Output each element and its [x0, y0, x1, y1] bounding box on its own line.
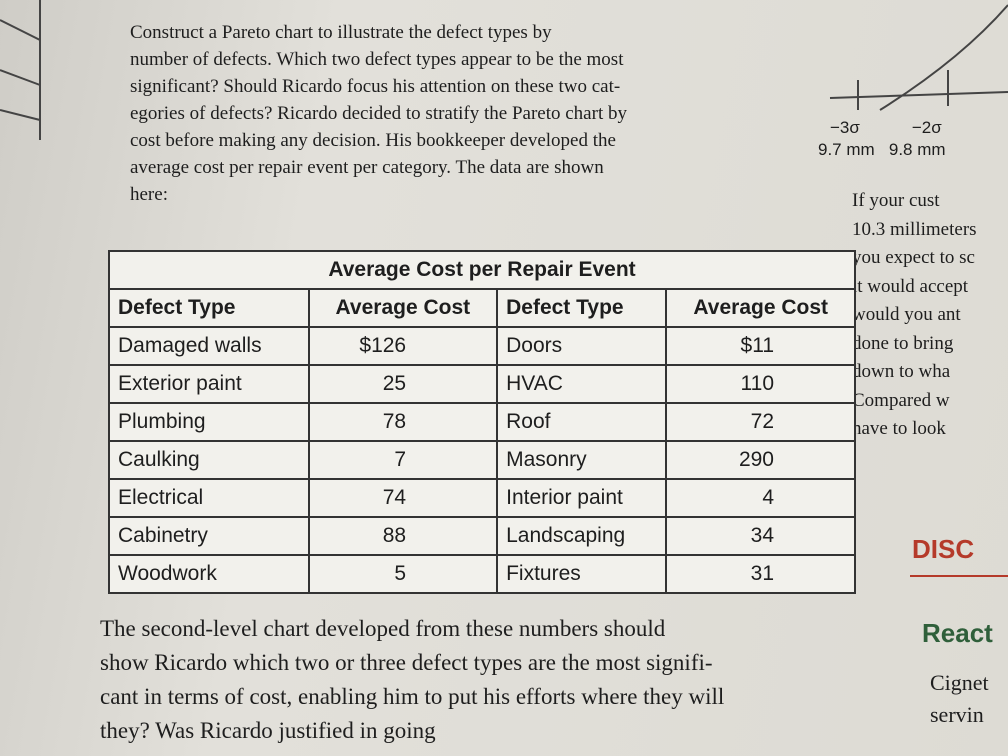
- text-line: Construct a Pareto chart to illustrate t…: [130, 22, 552, 43]
- cell: Plumbing: [108, 402, 310, 442]
- text-line: down to wha: [852, 361, 951, 382]
- sigma: −2σ: [911, 118, 942, 137]
- text-line: it would accept: [852, 275, 969, 297]
- text-line: significant? Should Ricardo focus his at…: [130, 76, 621, 97]
- cell: 25: [307, 364, 499, 404]
- table-row: Damaged walls $126 Doors $11: [108, 326, 856, 366]
- table-row: Plumbing 78 Roof 72: [108, 402, 856, 442]
- text-line: have to look: [852, 418, 946, 439]
- text-line: number of defects. Which two defect type…: [130, 49, 624, 70]
- text-line: here:: [130, 184, 168, 205]
- mm: 9.8 mm: [888, 140, 946, 159]
- cell: 31: [665, 554, 856, 594]
- cell: Interior paint: [496, 478, 668, 518]
- text-line: Cignet: [930, 670, 989, 695]
- text-line: Compared w: [852, 389, 950, 411]
- subheading: React: [922, 618, 993, 648]
- cell: Electrical: [108, 478, 310, 518]
- cell: 7: [307, 440, 499, 480]
- text-line: The second-level chart developed from th…: [100, 616, 666, 641]
- figure-value: 9.7 mm 9.8 mm: [818, 140, 946, 160]
- text-line: cant in terms of cost, enabling him to p…: [100, 684, 725, 709]
- cell: Woodwork: [108, 554, 310, 594]
- cell: 290: [665, 440, 856, 480]
- heading: DISC: [912, 534, 975, 564]
- text-line: would you ant: [852, 304, 961, 325]
- cell: Masonry: [496, 440, 668, 480]
- text-line: they? Was Ricardo justified in going: [100, 718, 436, 743]
- cell: 72: [665, 402, 856, 442]
- text-line: egories of defects? Ricardo decided to s…: [130, 103, 627, 124]
- cell: 110: [665, 364, 856, 404]
- text-line: average cost per repair event per catego…: [130, 157, 604, 178]
- text-line: 10.3 millimeters: [852, 218, 977, 240]
- text-line: cost before making any decision. His boo…: [130, 130, 616, 151]
- text-line: If your cust: [852, 190, 940, 211]
- cell: Damaged walls: [108, 326, 310, 366]
- sigma: −3σ: [830, 118, 860, 137]
- cell: 34: [665, 516, 856, 556]
- mm: 9.7 mm: [818, 140, 875, 159]
- cell: 78: [307, 402, 499, 442]
- text-line: done to bring: [852, 332, 954, 354]
- text-line: you expect to sc: [852, 247, 975, 268]
- cell: Doors: [496, 326, 668, 366]
- cell: Fixtures: [496, 554, 668, 594]
- header-row: Defect Type Average Cost Defect Type Averag…: [108, 288, 856, 328]
- cell: HVAC: [496, 364, 668, 404]
- table-row: Woodwork 5 Fixtures 31: [108, 554, 856, 594]
- cell: $11: [665, 326, 856, 366]
- text-line: show Ricardo which two or three defect t…: [100, 650, 713, 675]
- table-row: Electrical 74 Interior paint 4: [108, 478, 856, 518]
- cell: Landscaping: [496, 516, 668, 556]
- column-header: Average Cost: [307, 288, 499, 328]
- table-row: Caulking 7 Masonry 290: [108, 440, 856, 480]
- cell: Exterior paint: [108, 364, 310, 404]
- cell: Caulking: [108, 440, 310, 480]
- cell: 4: [665, 478, 856, 518]
- column-header: Defect Type: [496, 288, 668, 328]
- text-line: servin: [930, 702, 984, 727]
- cell: $126: [307, 326, 499, 366]
- cost-table: Average Cost per Repair Event Defect Type…: [108, 250, 856, 594]
- table-row: Exterior paint 25 HVAC 110: [108, 364, 856, 404]
- cell: 74: [307, 478, 499, 518]
- cell: 88: [307, 516, 499, 556]
- title-row: Average Cost per Repair Event: [108, 250, 856, 290]
- cell: Cabinetry: [108, 516, 310, 556]
- table-title: Average Cost per Repair Event: [108, 250, 856, 290]
- cell: 5: [307, 554, 499, 594]
- cell: Roof: [496, 402, 668, 442]
- figure-label: −3σ −2σ: [830, 118, 942, 138]
- table-row: Cabinetry 88 Landscaping 34: [108, 516, 856, 556]
- column-header: Defect Type: [108, 288, 310, 328]
- column-header: Average Cost: [665, 288, 856, 328]
